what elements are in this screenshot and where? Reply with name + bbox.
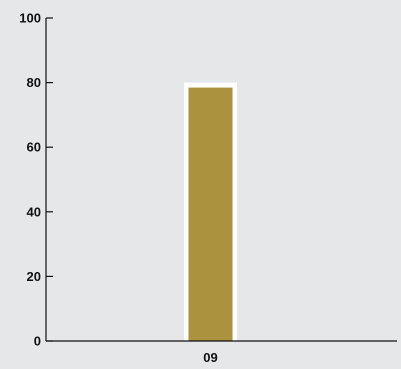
- y-tick-label: 80: [27, 75, 41, 90]
- y-tick-label: 0: [34, 334, 41, 349]
- y-tick-label: 100: [19, 11, 41, 26]
- x-axis: 09: [46, 340, 397, 365]
- bar-09: [188, 87, 233, 341]
- y-tick-label: 20: [27, 269, 41, 284]
- y-tick-label: 40: [27, 204, 41, 219]
- bars: [184, 82, 237, 341]
- y-axis: 0 20 40 60 80 100: [19, 11, 53, 349]
- y-tick-label: 60: [27, 140, 41, 155]
- x-tick-label: 09: [203, 350, 217, 365]
